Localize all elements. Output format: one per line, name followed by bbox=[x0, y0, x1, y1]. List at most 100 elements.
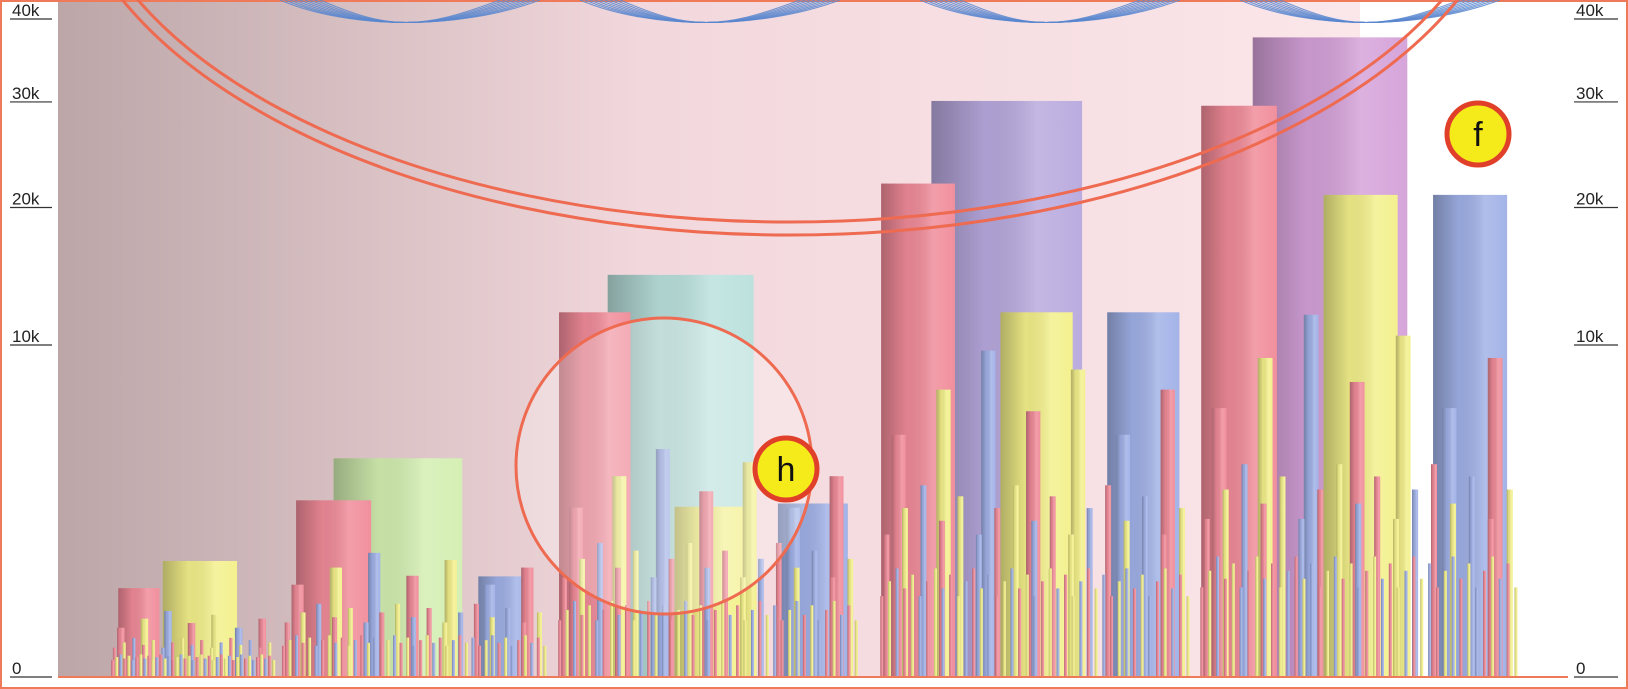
bar-shade bbox=[721, 600, 725, 676]
bar-shade bbox=[445, 645, 449, 676]
bar-shade bbox=[164, 610, 172, 676]
sub-bar bbox=[1048, 568, 1052, 676]
sub-bar bbox=[543, 645, 547, 676]
bar-shade bbox=[258, 618, 267, 676]
sub-bar bbox=[1435, 587, 1439, 676]
wave-lobe bbox=[579, 0, 841, 24]
wave-lobe bbox=[919, 0, 1181, 24]
bar-shade bbox=[1326, 570, 1330, 676]
sub-bar bbox=[521, 622, 527, 676]
sub-bar bbox=[880, 596, 884, 676]
sub-bar bbox=[395, 603, 401, 676]
sub-bar bbox=[301, 642, 305, 676]
bar-shade bbox=[135, 657, 139, 676]
sub-bar bbox=[632, 620, 636, 676]
bar-shade bbox=[272, 660, 276, 676]
sub-bar bbox=[632, 550, 639, 676]
bar-shade bbox=[654, 614, 658, 676]
sub-bar bbox=[1087, 568, 1091, 676]
marker-circle bbox=[1444, 100, 1512, 168]
bar-shade bbox=[691, 614, 695, 676]
bar-shade bbox=[602, 609, 606, 676]
sub-bar bbox=[1033, 596, 1037, 676]
bar-shade bbox=[639, 609, 643, 676]
bar-shade bbox=[1208, 570, 1212, 676]
bar-shade bbox=[765, 614, 769, 676]
bar-shade bbox=[258, 647, 262, 676]
sub-bar bbox=[264, 658, 268, 676]
sub-bar bbox=[406, 637, 410, 676]
bar-shade bbox=[975, 534, 982, 676]
sub-bar bbox=[669, 620, 673, 676]
sub-bar bbox=[972, 568, 976, 676]
bar-shade bbox=[1160, 534, 1167, 676]
sub-bar bbox=[227, 655, 231, 676]
bar-shade bbox=[558, 620, 562, 676]
bar-shade bbox=[1102, 574, 1106, 676]
bar-shade bbox=[1048, 568, 1052, 676]
bar-shade bbox=[895, 568, 899, 676]
bar-shade bbox=[1468, 476, 1475, 676]
sub-bar bbox=[1171, 588, 1175, 676]
bar-shade bbox=[471, 637, 475, 676]
bar-group-g4 bbox=[880, 100, 1190, 677]
sub-bar bbox=[171, 642, 175, 676]
bar-shade bbox=[399, 642, 403, 676]
bar-shade bbox=[1506, 563, 1510, 676]
bar-shade bbox=[288, 640, 292, 676]
sub-bar bbox=[248, 655, 252, 676]
bar-shade bbox=[810, 605, 814, 676]
sub-bar bbox=[1041, 581, 1045, 676]
bar-shade bbox=[231, 660, 235, 676]
sub-bar bbox=[155, 657, 159, 676]
bar-shade bbox=[497, 642, 501, 676]
bar-shade bbox=[610, 600, 614, 676]
sub-bar bbox=[957, 496, 964, 676]
bar-shade bbox=[655, 449, 670, 676]
sub-bar bbox=[139, 654, 143, 676]
bar-shade bbox=[175, 657, 179, 676]
bar-shade bbox=[1171, 588, 1175, 676]
sub-bar bbox=[484, 640, 488, 676]
sub-bar bbox=[451, 640, 455, 676]
sub-bar bbox=[736, 605, 740, 676]
sub-bar bbox=[295, 635, 299, 676]
sub-bar bbox=[1117, 581, 1121, 676]
bar-shade bbox=[112, 647, 117, 676]
sub-bar bbox=[1380, 578, 1384, 676]
wave-line bbox=[319, 0, 501, 24]
bar-shade bbox=[301, 642, 305, 676]
bar-shade bbox=[1388, 563, 1392, 676]
bar-shade bbox=[321, 640, 325, 676]
bar-shade bbox=[131, 660, 135, 676]
bar-shade bbox=[728, 614, 732, 676]
bar-shade bbox=[981, 350, 996, 676]
bar-shade bbox=[1435, 587, 1439, 676]
sub-bar bbox=[1049, 496, 1056, 676]
bar-shade bbox=[1012, 485, 1019, 676]
bar-shade bbox=[751, 609, 755, 676]
sub-bar bbox=[941, 588, 945, 676]
bar-shade bbox=[979, 588, 983, 676]
sub-bar bbox=[918, 596, 922, 676]
bar-shade bbox=[248, 655, 252, 676]
bar-shade bbox=[1271, 563, 1275, 676]
bar-shade bbox=[505, 607, 511, 676]
sub-bar bbox=[112, 647, 117, 676]
bar-shade bbox=[252, 660, 256, 676]
bar-shade bbox=[788, 609, 792, 676]
bar-shade bbox=[773, 605, 777, 676]
bar-shade bbox=[1294, 556, 1298, 676]
bar-shade bbox=[155, 657, 159, 676]
sub-bar bbox=[580, 614, 584, 676]
bar-shade bbox=[347, 607, 353, 676]
sub-bar bbox=[691, 614, 695, 676]
bar-shade bbox=[795, 600, 799, 676]
sub-bar bbox=[510, 645, 514, 676]
bar-shade bbox=[1094, 588, 1098, 676]
sub-bar bbox=[1459, 578, 1463, 676]
sub-bar bbox=[1279, 476, 1286, 676]
sub-bar bbox=[795, 600, 799, 676]
bar-shade bbox=[1186, 596, 1190, 676]
sub-bar bbox=[229, 637, 233, 676]
